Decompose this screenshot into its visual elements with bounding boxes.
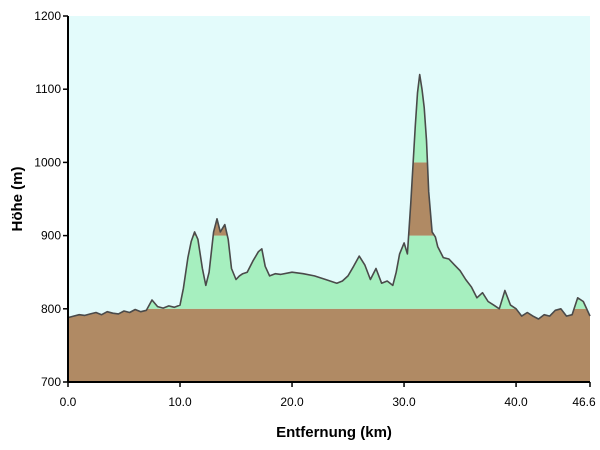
y-axis-title: Höhe (m)	[9, 167, 26, 232]
axes	[67, 16, 590, 383]
elevation-profile-line	[67, 73, 591, 320]
y-tick-label: 900	[41, 229, 61, 243]
x-tick-label: 10.0	[168, 395, 192, 409]
x-tick-label: 20.0	[280, 395, 304, 409]
x-axis-ticks: 0.0 10.0 20.0 30.0 40.0 46.6	[60, 382, 596, 409]
y-axis-ticks: 700 800 900 1000 1100 1200	[34, 9, 68, 389]
y-tick-label: 1000	[34, 155, 61, 169]
x-axis-title: Entfernung (km)	[276, 424, 392, 441]
y-tick-label: 1100	[35, 82, 61, 96]
x-tick-label: 30.0	[392, 395, 416, 409]
x-tick-label: 0.0	[60, 395, 77, 409]
y-tick-label: 700	[41, 375, 61, 389]
y-tick-label: 800	[41, 302, 61, 316]
x-tick-label: 46.6	[572, 395, 596, 409]
x-tick-label: 40.0	[504, 395, 528, 409]
elevation-band-0	[68, 308, 590, 382]
y-tick-label: 1200	[34, 9, 61, 23]
